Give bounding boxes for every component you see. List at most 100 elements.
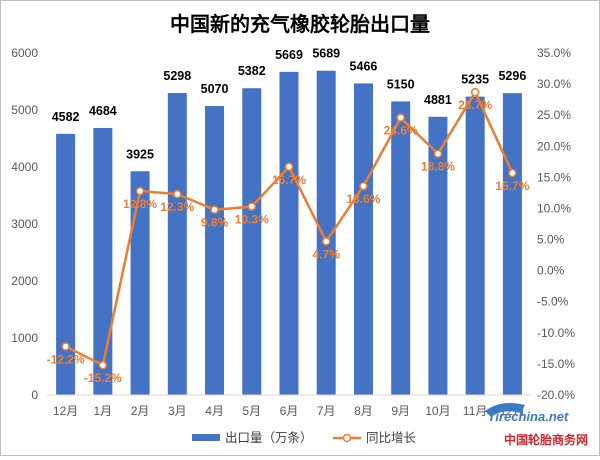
line-point	[61, 342, 70, 351]
left-y-tick-label: 0	[31, 388, 38, 402]
chart-title: 中国新的充气橡胶轮胎出口量	[170, 12, 430, 36]
line-data-label: 24.6%	[384, 124, 418, 138]
line-data-label: 12.3%	[160, 200, 194, 214]
right-y-tick-label: -15.0%	[537, 357, 575, 371]
right-y-tick-label: 35.0%	[537, 46, 571, 60]
bar-data-label: 4582	[52, 110, 80, 124]
bar-data-label: 3925	[126, 147, 154, 161]
x-tick-label: 7月	[317, 404, 336, 418]
right-y-tick-label: 15.0%	[537, 170, 571, 184]
legend-bar-swatch	[192, 434, 220, 441]
right-y-tick-label: 5.0%	[537, 233, 565, 247]
x-tick-label: 2月	[131, 404, 150, 418]
line-data-label: -15.2%	[84, 371, 122, 385]
right-y-axis: -20.0% -15.0% -10.0% -5.0% 0.0% 5.0% 10.0% 15.0…	[537, 46, 575, 402]
line-point	[98, 360, 108, 370]
x-tick-label: 10月	[425, 404, 450, 418]
line-data-label: -12.2%	[47, 352, 85, 366]
bar	[93, 128, 113, 395]
bar	[353, 83, 373, 396]
line-series	[61, 87, 517, 370]
bar-data-label: 5382	[238, 64, 266, 78]
right-y-tick-label: -20.0%	[537, 388, 575, 402]
bar	[205, 106, 225, 395]
bar-data-labels: 4582 4684 3925 5298 5070 5382 5669 5689 5466 5150…	[52, 47, 527, 162]
bar	[130, 171, 150, 395]
line-data-labels: -12.2% -15.2% 12.8% 12.3% 9.8% 10.3% 16.7% 4.7%…	[47, 98, 530, 385]
line-data-label: 9.8%	[201, 216, 229, 230]
bar-data-label: 5466	[350, 59, 378, 73]
left-y-tick-label: 4000	[11, 160, 38, 174]
x-tick-label: 3月	[168, 404, 187, 418]
line-point	[321, 237, 331, 246]
x-tick-label: 5月	[242, 404, 261, 418]
right-y-tick-label: 30.0%	[537, 77, 571, 91]
right-y-tick-label: 25.0%	[537, 108, 571, 122]
bar-data-label: 5669	[275, 48, 303, 62]
bar	[391, 101, 411, 395]
x-axis: 12月1月2月3月4月5月6月7月8月9月10月11月12月	[47, 394, 531, 418]
right-y-tick-label: 20.0%	[537, 139, 571, 153]
legend-bar-label: 出口量（万条）	[225, 431, 313, 445]
legend: 出口量（万条） 同比增长	[192, 430, 417, 445]
bar	[279, 71, 299, 395]
x-tick-label: 6月	[280, 404, 299, 418]
right-y-tick-label: -10.0%	[537, 326, 575, 340]
x-tick-label: 9月	[391, 404, 410, 418]
line-data-label: 12.8%	[123, 197, 157, 211]
bar	[502, 93, 522, 396]
line-point	[284, 162, 294, 172]
bar	[316, 70, 336, 396]
bar-series	[56, 70, 522, 396]
left-y-tick-label: 6000	[11, 46, 38, 60]
line-data-label: 10.3%	[235, 213, 269, 227]
line-point	[247, 202, 257, 211]
x-tick-label: 8月	[354, 404, 373, 418]
bar-data-label: 5689	[312, 47, 340, 61]
right-y-tick-label: 0.0%	[537, 264, 565, 278]
left-y-axis: 0 1000 2000 3000 4000 5000 6000	[11, 46, 38, 402]
line-data-label: 15.7%	[495, 179, 529, 193]
watermark-swoosh-icon	[485, 403, 525, 417]
bar-data-label: 5296	[498, 69, 526, 83]
line-data-label: 13.6%	[346, 192, 380, 206]
line-point	[210, 205, 219, 214]
bar	[167, 93, 187, 395]
bar	[242, 88, 262, 395]
line-data-label: 18.8%	[421, 160, 455, 174]
x-tick-label: 4月	[205, 404, 224, 418]
bar	[465, 96, 485, 395]
line-point	[470, 87, 480, 97]
left-y-tick-label: 2000	[11, 274, 38, 288]
x-tick-label: 11月	[463, 404, 487, 418]
line-point	[433, 149, 443, 158]
line-data-label: 16.7%	[272, 173, 306, 187]
x-tick-label: 1月	[94, 404, 113, 418]
line-data-label: 4.7%	[313, 247, 341, 261]
line-point	[173, 189, 182, 199]
line-data-label: 28.7%	[458, 98, 492, 112]
bar-data-label: 4684	[89, 104, 117, 118]
left-y-tick-label: 5000	[11, 103, 38, 117]
left-y-tick-label: 3000	[11, 217, 38, 231]
watermark-logo: Tirechina.net	[488, 409, 569, 424]
bar-data-label: 4881	[424, 93, 452, 107]
legend-line-label: 同比增长	[366, 430, 417, 445]
line-point	[359, 181, 368, 191]
watermark: Tirechina.net 中国轮胎商务网	[485, 403, 588, 447]
bar-data-label: 5235	[461, 73, 489, 87]
right-y-tick-label: 10.0%	[537, 201, 571, 215]
bar	[56, 133, 76, 396]
x-tick-label: 12月	[53, 404, 78, 418]
line-point	[135, 186, 145, 196]
bar-data-label: 5070	[201, 82, 229, 96]
watermark-text: 中国轮胎商务网	[504, 432, 588, 447]
line-point	[508, 168, 517, 178]
bar	[428, 116, 448, 396]
line-point	[396, 113, 405, 122]
right-y-tick-label: -5.0%	[537, 295, 569, 309]
bar-data-label: 5298	[163, 69, 191, 83]
bar-data-label: 5150	[387, 77, 415, 91]
